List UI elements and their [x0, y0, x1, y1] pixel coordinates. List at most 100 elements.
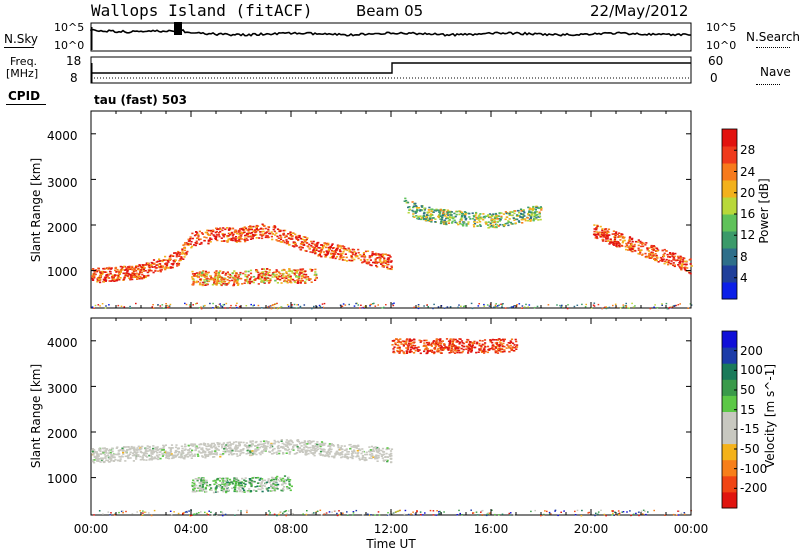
velocity-echo [298, 451, 302, 453]
freq-trace [91, 62, 691, 83]
power-echo [238, 230, 241, 233]
velocity-echo [268, 481, 272, 484]
velocity-echo [258, 446, 261, 449]
velocity-echo [439, 351, 442, 354]
power-echo [490, 224, 493, 227]
power-echo [685, 260, 688, 263]
power-echo [263, 278, 266, 281]
power-echo [597, 233, 600, 235]
velocity-echo [309, 450, 312, 453]
power-echo [286, 281, 289, 284]
nsearch-label: N.Search [746, 30, 800, 44]
power-echo [272, 226, 275, 228]
velocity-echo [202, 481, 205, 484]
power-echo [129, 268, 132, 270]
power-echo [222, 227, 225, 229]
power-echo [257, 277, 260, 279]
power-echo [637, 247, 640, 250]
velocity-echo [193, 513, 196, 515]
velocity-echo [222, 450, 225, 453]
power-echo [525, 303, 527, 306]
velocity-echo [135, 452, 138, 455]
power-echo [138, 264, 141, 266]
power-echo [444, 222, 447, 225]
velocity-echo [377, 450, 380, 453]
velocity-echo [198, 512, 200, 514]
power-echo [146, 271, 149, 274]
velocity-echo [219, 453, 222, 456]
power-echo [382, 261, 385, 264]
power-echo [248, 282, 252, 285]
velocity-echo [339, 453, 342, 455]
power-echo [282, 269, 285, 271]
velocity-echo [222, 488, 225, 490]
power-echo [497, 305, 499, 307]
velocity-echo [427, 341, 431, 344]
power-echo [216, 233, 219, 236]
power-echo [262, 234, 265, 236]
power-echo [500, 217, 503, 219]
power-echo [177, 252, 180, 254]
velocity-echo [264, 446, 267, 448]
velocity-echo [280, 440, 283, 442]
power-echo [301, 238, 304, 241]
velocity-echo [543, 513, 545, 516]
velocity-echo [234, 483, 237, 486]
power-echo [451, 220, 454, 223]
power-echo [107, 273, 110, 276]
power-echo [239, 228, 242, 230]
power-echo [219, 303, 221, 305]
power-echo [366, 262, 369, 264]
velocity-echo [148, 446, 151, 448]
velocity-echo [263, 442, 266, 445]
velocity-echo [221, 446, 224, 449]
power-echo [350, 251, 353, 253]
velocity-echo [223, 448, 226, 450]
power-echo [438, 214, 441, 216]
velocity-echo [408, 342, 411, 345]
power-echo [240, 232, 243, 234]
power-echo [336, 246, 339, 248]
power-echo [187, 238, 190, 241]
velocity-echo [281, 442, 284, 445]
velocity-echo [368, 453, 372, 456]
power-echo [141, 273, 144, 276]
velocity-echo [162, 449, 165, 451]
velocity-echo [221, 486, 224, 489]
power-echo [413, 216, 416, 218]
velocity-echo [330, 448, 333, 451]
velocity-echo [358, 459, 361, 461]
velocity-echo [435, 338, 438, 341]
velocity-echo [399, 338, 402, 340]
power-echo [154, 266, 157, 269]
power-echo [254, 279, 257, 281]
power-echo [595, 228, 598, 231]
power-echo [339, 255, 342, 258]
velocity-echo [181, 450, 184, 452]
power-echo [210, 231, 213, 233]
power-echo [499, 218, 502, 221]
power-echo [125, 269, 128, 271]
velocity-echo [374, 457, 377, 460]
velocity-echo [166, 455, 169, 458]
velocity-echo [408, 351, 412, 354]
power-echo [231, 279, 234, 282]
power-echo [101, 273, 104, 276]
velocity-echo [292, 449, 295, 451]
power-echo [478, 303, 480, 305]
velocity-echo [424, 345, 427, 348]
power-echo [304, 239, 307, 242]
power-echo [422, 216, 425, 219]
power-echo [608, 234, 611, 236]
power-echo [615, 245, 618, 247]
velocity-echo [110, 459, 113, 462]
power-echo [239, 273, 242, 276]
velocity-echo [312, 440, 315, 443]
velocity-echo [483, 344, 486, 346]
power-echo [150, 264, 153, 267]
velocity-echo [491, 509, 493, 511]
velocity-echo [406, 344, 409, 347]
velocity-echo [416, 511, 418, 513]
power-echo [388, 254, 391, 257]
power-echo [113, 278, 117, 281]
